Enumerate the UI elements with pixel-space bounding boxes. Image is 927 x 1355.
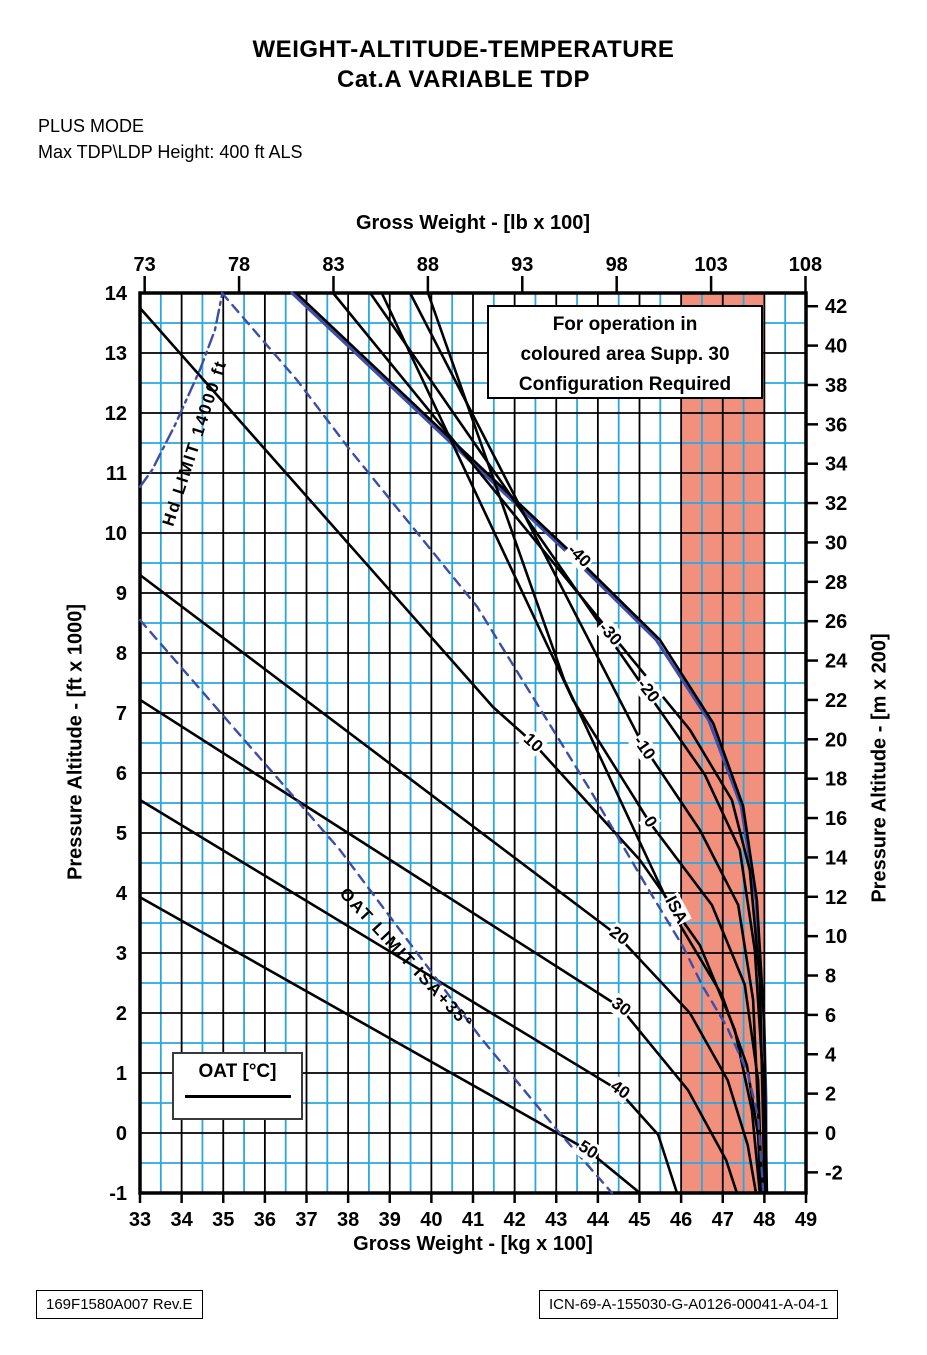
- right-tick-label: 32: [825, 493, 847, 515]
- bottom-tick-label: 45: [628, 1209, 650, 1231]
- right-tick-label: 34: [825, 454, 848, 476]
- bottom-axis-title: Gross Weight - [kg x 100]: [353, 1233, 593, 1255]
- right-tick-label: 6: [825, 1005, 836, 1027]
- right-tick-label: 28: [825, 572, 847, 594]
- bottom-tick-label: 34: [171, 1209, 194, 1231]
- oat-curve-20: [138, 573, 758, 1195]
- left-tick-label: 9: [116, 583, 127, 605]
- max-tdp-label: Max TDP\LDP Height: 400 ft ALS: [38, 142, 303, 162]
- top-tick-label: 78: [228, 254, 250, 276]
- right-tick-label: 8: [825, 966, 836, 988]
- mode-label: PLUS MODE: [38, 116, 145, 136]
- page-title-line1: WEIGHT-ALTITUDE-TEMPERATURE: [252, 36, 675, 63]
- bottom-tick-label: 40: [420, 1209, 442, 1231]
- left-tick-label: 1: [116, 1063, 127, 1085]
- bottom-tick-label: 38: [337, 1209, 359, 1231]
- right-tick-label: 42: [825, 296, 847, 318]
- right-tick-label: 16: [825, 808, 847, 830]
- oat-curve-30: [138, 698, 739, 1195]
- note-line1: For operation in: [552, 314, 698, 335]
- right-tick-label: 26: [825, 611, 847, 633]
- note-line2: coloured area Supp. 30: [520, 344, 730, 365]
- bottom-tick-label: 42: [504, 1209, 526, 1231]
- top-tick-label: 98: [606, 254, 628, 276]
- top-tick-label: 108: [789, 254, 822, 276]
- right-tick-label: 20: [825, 729, 847, 751]
- oat-curve-ISA: [426, 291, 763, 1195]
- coloured-area-note: For operation in coloured area Supp. 30 …: [487, 305, 763, 399]
- limit-oat-limit-upper: [220, 291, 765, 1192]
- bottom-tick-label: 46: [670, 1209, 692, 1231]
- bottom-tick-label: 41: [462, 1209, 484, 1231]
- right-tick-label: 36: [825, 414, 847, 436]
- left-axis-title: Pressure Altitude - [ft x 1000]: [64, 603, 87, 881]
- left-tick-label: 12: [105, 403, 127, 425]
- limit-hd-limit: [138, 293, 224, 488]
- left-tick-label: 11: [106, 463, 127, 485]
- left-tick-label: -1: [109, 1183, 127, 1205]
- right-tick-label: 14: [825, 847, 848, 869]
- bottom-tick-label: 49: [795, 1209, 817, 1231]
- left-tick-label: 5: [116, 823, 127, 845]
- plot-frame: [138, 291, 808, 1195]
- bottom-tick-label: 37: [295, 1209, 317, 1231]
- top-tick-label: 88: [417, 254, 439, 276]
- right-tick-label: 40: [825, 336, 847, 358]
- bottom-tick-label: 35: [212, 1209, 234, 1231]
- note-line3: Configuration Required: [518, 374, 732, 395]
- right-tick-label: 18: [825, 769, 847, 791]
- bottom-tick-label: 47: [712, 1209, 734, 1231]
- right-tick-label: 38: [825, 375, 847, 397]
- bottom-tick-label: 33: [129, 1209, 151, 1231]
- bottom-tick-label: 48: [753, 1209, 775, 1231]
- oat-curve--40: [294, 291, 769, 1195]
- top-tick-label: 93: [511, 254, 533, 276]
- left-tick-label: 6: [116, 763, 127, 785]
- bottom-tick-label: 36: [254, 1209, 276, 1231]
- left-tick-label: 3: [116, 943, 127, 965]
- top-tick-label: 103: [694, 254, 727, 276]
- right-tick-label: 30: [825, 532, 847, 554]
- right-tick-label: 0: [825, 1123, 836, 1145]
- top-axis-title: Gross Weight - [lb x 100]: [355, 212, 591, 234]
- icn-code-box: ICN-69-A-155030-G-A0126-00041-A-04-1: [539, 1290, 839, 1319]
- right-tick-label: 4: [825, 1044, 837, 1066]
- oat-legend-line-sample: [184, 1095, 291, 1098]
- bottom-tick-label: 43: [545, 1209, 567, 1231]
- right-tick-label: -2: [825, 1162, 843, 1184]
- document-code-box: 169F1580A007 Rev.E: [36, 1290, 203, 1319]
- right-tick-label: 22: [825, 690, 847, 712]
- bottom-tick-label: 39: [379, 1209, 401, 1231]
- right-axis-title: Pressure Altitude - [m x 200]: [868, 633, 891, 903]
- right-tick-label: 2: [825, 1084, 836, 1106]
- left-tick-label: 2: [116, 1003, 127, 1025]
- right-tick-label: 12: [825, 887, 847, 909]
- oat-curve--10: [408, 291, 764, 1195]
- left-tick-label: 7: [116, 703, 127, 725]
- left-tick-label: 8: [116, 643, 127, 665]
- right-tick-label: 24: [825, 651, 848, 673]
- top-tick-label: 73: [134, 254, 156, 276]
- bottom-tick-label: 44: [587, 1209, 610, 1231]
- left-tick-label: 13: [105, 343, 127, 365]
- oat-legend: OAT [°C]: [172, 1052, 303, 1120]
- top-tick-label: 83: [322, 254, 344, 276]
- left-tick-label: 0: [116, 1123, 127, 1145]
- left-tick-label: 4: [116, 883, 128, 905]
- left-tick-label: 14: [105, 283, 128, 305]
- page-title-line2: Cat.A VARIABLE TDP: [336, 66, 590, 93]
- left-tick-label: 10: [105, 523, 127, 545]
- oat-legend-label: OAT [°C]: [198, 1061, 277, 1082]
- oat-curve-40: [138, 798, 679, 1195]
- right-tick-label: 10: [825, 926, 847, 948]
